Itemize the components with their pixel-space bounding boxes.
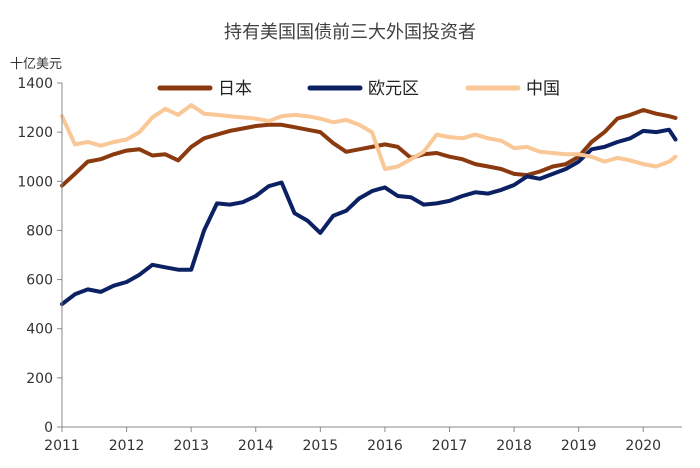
legend: 日本 欧元区 中国 [157, 79, 560, 99]
x-tick-label: 2019 [561, 438, 597, 454]
axes-layer: 0 200 400 600 800 1000 1200 1400 2011 2012 2013 201… [17, 76, 682, 454]
y-tick-label: 200 [26, 371, 53, 387]
x-tick-label: 2015 [303, 438, 339, 454]
y-axis-unit-label: 十亿美元 [10, 57, 62, 72]
legend-label-0: 日本 [218, 79, 252, 99]
series-line-1 [60, 127, 678, 307]
y-tick-label: 400 [26, 322, 53, 338]
series-line-0 [60, 108, 678, 188]
y-tick-label: 1200 [17, 125, 53, 141]
x-tick-label: 2018 [496, 438, 532, 454]
y-tick-label: 600 [26, 273, 53, 289]
y-tick-label: 0 [44, 420, 53, 436]
legend-label-1: 欧元区 [368, 79, 419, 99]
chart-title: 持有美国国债前三大外国投资者 [224, 22, 476, 43]
x-tick-label: 2013 [173, 438, 209, 454]
y-tick-label: 1400 [17, 76, 53, 92]
y-tick-label: 800 [26, 223, 53, 239]
legend-label-2: 中国 [526, 79, 560, 99]
x-tick-label: 2012 [109, 438, 145, 454]
x-tick-label: 2014 [238, 438, 274, 454]
x-tick-label: 2011 [44, 438, 80, 454]
x-tick-label: 2016 [367, 438, 403, 454]
series-layer [60, 103, 678, 307]
x-tick-label: 2017 [432, 438, 468, 454]
y-tick-label: 1000 [17, 174, 53, 190]
series-line-2 [60, 103, 678, 171]
x-tick-label: 2020 [625, 438, 661, 454]
